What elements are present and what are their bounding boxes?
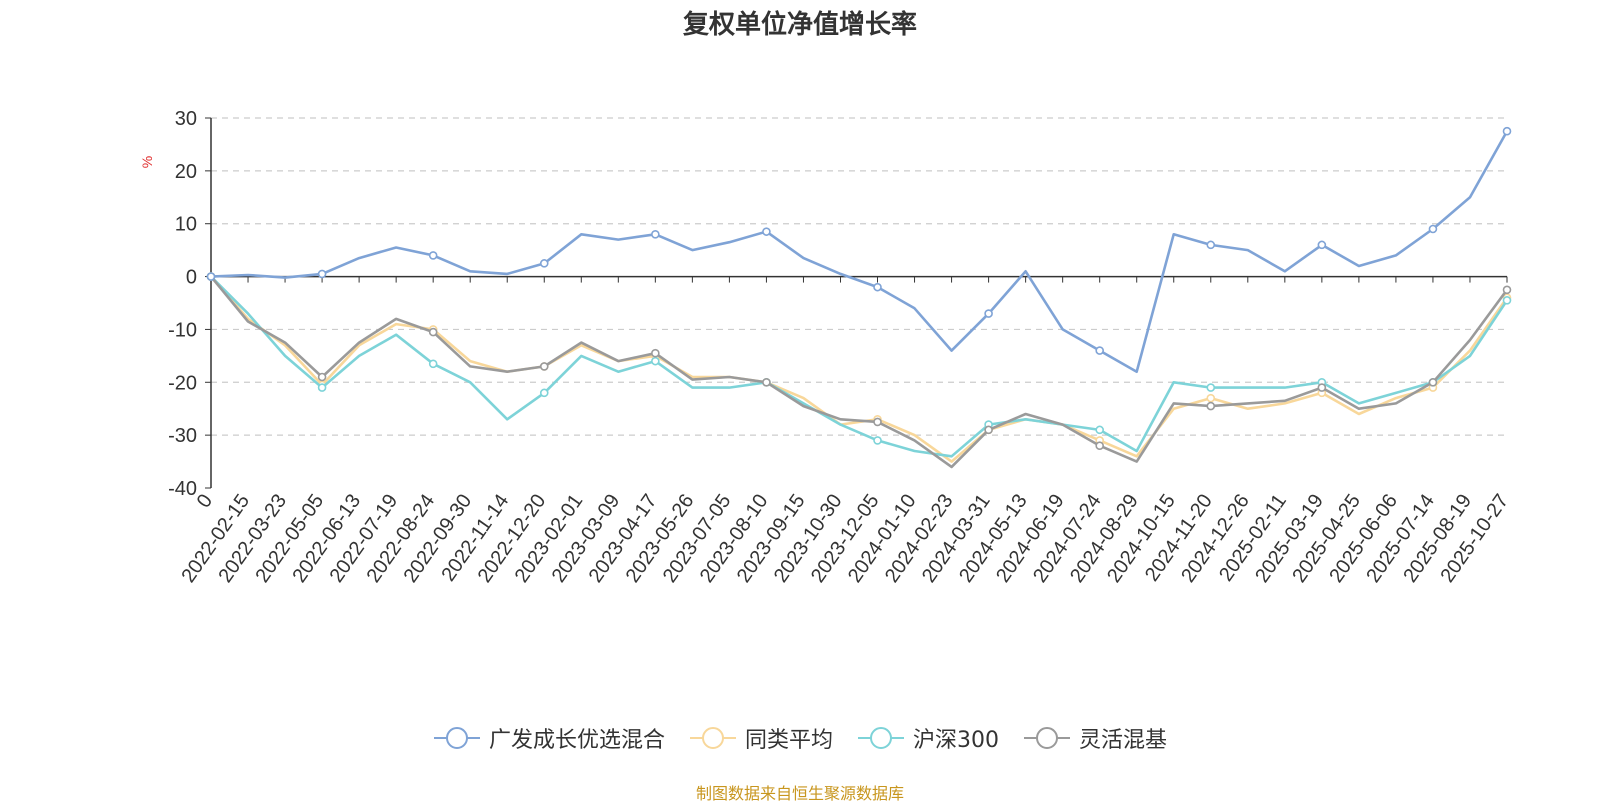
data-point	[1206, 383, 1216, 392]
data-point	[1428, 377, 1438, 387]
legend-marker-icon	[433, 727, 480, 749]
data-point	[428, 251, 438, 260]
series-layer	[206, 126, 1512, 469]
y-tick-label: -10	[168, 319, 197, 341]
series-line	[210, 130, 1509, 374]
legend-item[interactable]: 同类平均	[689, 722, 833, 754]
data-point	[1206, 393, 1216, 403]
y-axis-label: %	[139, 156, 155, 168]
data-point	[317, 383, 327, 392]
legend-marker-icon	[1024, 727, 1070, 749]
series-line	[210, 275, 1509, 458]
axis-layer: 3020100-10-20-30-4002022-02-152022-03-23…	[168, 108, 1513, 587]
data-point	[873, 436, 882, 445]
chart-title: 复权单位净值增长率	[682, 10, 917, 40]
y-tick-label: -40	[168, 478, 197, 500]
data-point	[651, 229, 660, 239]
grid-layer	[211, 117, 1507, 436]
data-point	[984, 425, 993, 435]
data-point	[317, 372, 327, 382]
legend-marker-icon	[689, 727, 736, 749]
y-tick-label: 0	[186, 267, 197, 289]
legend-label: 同类平均	[744, 728, 833, 753]
y-tick-label: 10	[175, 214, 197, 236]
data-point	[1502, 285, 1512, 295]
data-point	[651, 348, 660, 358]
y-tick-label: -30	[168, 425, 197, 447]
legend-item[interactable]: 沪深300	[857, 722, 999, 754]
x-tick-label: 0	[193, 490, 217, 512]
data-point	[873, 282, 882, 292]
data-point	[206, 272, 216, 281]
data-point	[539, 388, 549, 398]
data-point	[1317, 383, 1327, 392]
y-tick-label: -20	[168, 372, 197, 394]
data-point	[539, 259, 549, 268]
data-point	[317, 269, 327, 279]
legend-marker-icon	[858, 727, 904, 749]
data-point	[1095, 441, 1104, 451]
data-point	[984, 309, 993, 318]
series-line	[210, 275, 1509, 463]
data-point	[1095, 346, 1104, 355]
y-tick-label: 20	[175, 161, 197, 183]
data-point	[762, 227, 771, 236]
source-note: 制图数据来自恒生聚源数据库	[695, 784, 904, 803]
data-point	[762, 377, 771, 387]
data-point	[1428, 224, 1438, 234]
data-point	[1206, 401, 1216, 411]
data-point	[1206, 240, 1216, 250]
data-point	[539, 362, 549, 371]
legend-label: 沪深300	[913, 728, 999, 753]
legend-item[interactable]: 灵活混基	[1023, 722, 1167, 754]
y-tick-label: 30	[175, 108, 197, 130]
series-line	[209, 275, 1509, 469]
legend-item[interactable]: 广发成长优选混合	[433, 722, 665, 754]
data-point	[428, 359, 438, 369]
data-point	[1095, 425, 1104, 435]
line-chart: 3020100-10-20-30-4002022-02-152022-03-23…	[139, 108, 1513, 587]
data-point	[873, 417, 882, 427]
data-point	[651, 356, 660, 366]
data-point	[1502, 126, 1512, 136]
data-point	[428, 327, 438, 337]
legend-label: 广发成长优选混合	[488, 728, 665, 753]
data-point	[1317, 240, 1327, 250]
legend-label: 灵活混基	[1079, 728, 1168, 753]
data-point	[1502, 296, 1512, 305]
legend: 广发成长优选混合 同类平均 沪深300 灵活混基	[0, 722, 1600, 754]
